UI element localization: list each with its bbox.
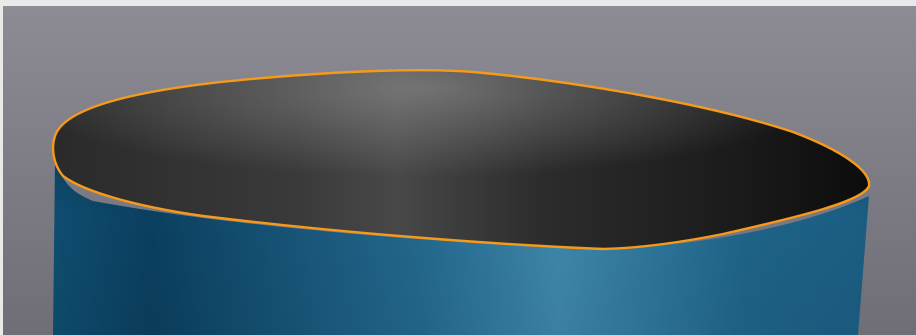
3d-viewport[interactable] xyxy=(3,6,916,335)
rim-edge-highlight[interactable] xyxy=(51,69,871,251)
scene-canvas[interactable] xyxy=(3,6,916,335)
cylinder-shading xyxy=(53,161,869,335)
inner-glow xyxy=(53,70,870,249)
